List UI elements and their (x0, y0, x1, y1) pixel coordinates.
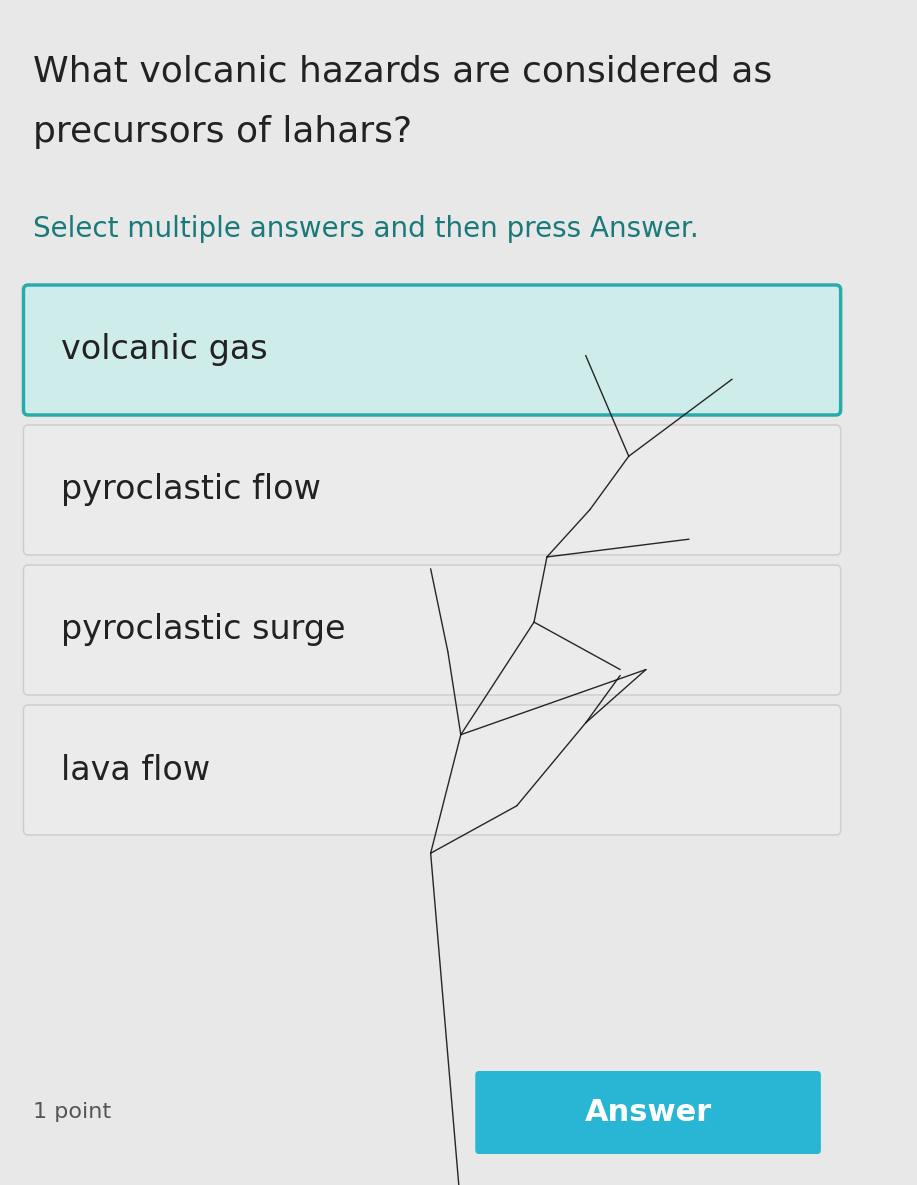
Text: pyroclastic flow: pyroclastic flow (61, 474, 321, 506)
FancyBboxPatch shape (24, 705, 841, 835)
Text: 1 point: 1 point (33, 1102, 111, 1122)
FancyBboxPatch shape (24, 425, 841, 555)
Text: Answer: Answer (584, 1098, 712, 1127)
Text: lava flow: lava flow (61, 754, 210, 787)
Text: Select multiple answers and then press Answer.: Select multiple answers and then press A… (33, 214, 699, 243)
Text: pyroclastic surge: pyroclastic surge (61, 614, 346, 647)
FancyBboxPatch shape (24, 286, 841, 415)
Text: What volcanic hazards are considered as: What volcanic hazards are considered as (33, 55, 772, 89)
Text: volcanic gas: volcanic gas (61, 333, 268, 366)
FancyBboxPatch shape (24, 565, 841, 694)
Text: precursors of lahars?: precursors of lahars? (33, 115, 412, 149)
FancyBboxPatch shape (475, 1071, 821, 1154)
